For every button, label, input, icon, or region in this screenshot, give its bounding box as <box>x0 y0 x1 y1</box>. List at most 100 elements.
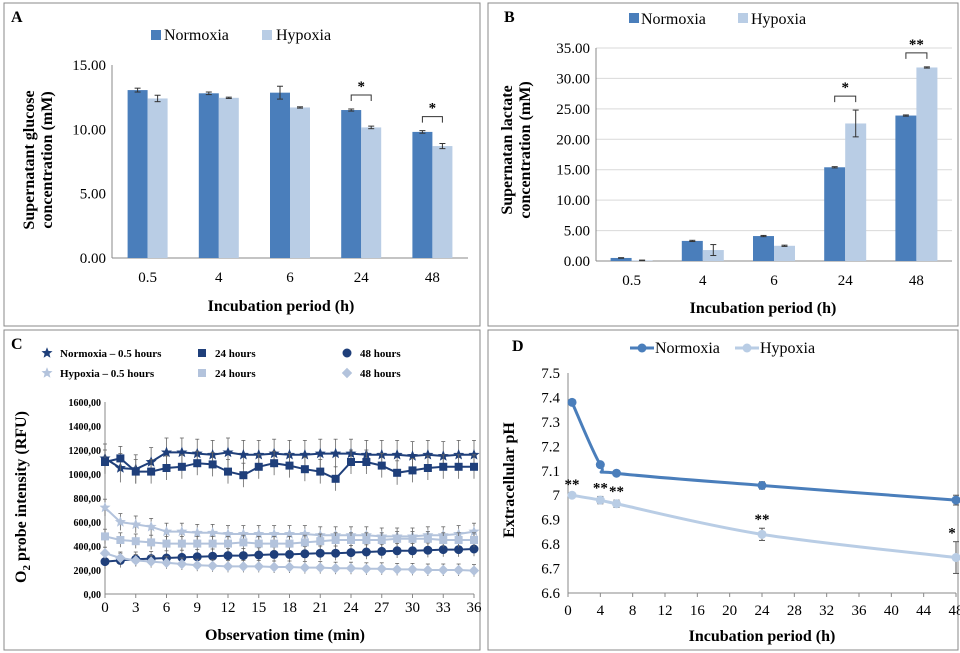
panel-c-point <box>269 549 279 559</box>
panel-c-point <box>116 454 125 463</box>
panel-c-point <box>238 551 248 561</box>
panel-c-ytick: 1000,00 <box>69 470 102 481</box>
panel-c-xtick: 0 <box>101 600 109 616</box>
panel-c-point <box>254 539 263 548</box>
panel-d-ytick: 6.7 <box>541 562 560 578</box>
panel-c-point <box>346 548 356 558</box>
panel-c-point <box>176 558 188 570</box>
panel-c-point <box>237 448 249 460</box>
panel-a-xlabel: Incubation period (h) <box>208 298 355 315</box>
panel-d-significance-label: ** <box>593 480 608 496</box>
legend-b-normoxia: Normoxia <box>641 11 706 28</box>
panel-c-ylabel: O2 probe intensity (RFU) <box>13 411 33 583</box>
panel-b-bar-normoxia <box>753 236 774 261</box>
panel-c-point <box>377 461 386 470</box>
panel-b-letter: B <box>504 9 515 26</box>
panel-d-point-normoxia <box>595 460 605 470</box>
panel-b-ytick: 30.00 <box>556 71 590 87</box>
panel-c-point <box>238 561 249 572</box>
panel-c-point <box>193 539 202 548</box>
panel-c-point <box>147 538 156 547</box>
panel-c-point <box>408 466 417 475</box>
panel-d-series-line-normoxia <box>570 401 957 502</box>
panel-c-point <box>208 551 218 561</box>
panel-d-ytick: 7.1 <box>541 464 560 480</box>
panel-b-xtick: 6 <box>770 273 778 289</box>
panel-b-ytick: 35.00 <box>556 41 590 57</box>
panel-d-xtick: 32 <box>819 603 834 619</box>
legend-a-hypoxia-swatch <box>262 30 272 40</box>
panel-a-significance-bracket <box>350 94 372 102</box>
panel-d-xtick: 0 <box>564 603 572 619</box>
panel-c-point <box>130 555 141 566</box>
panel-c-point <box>470 536 478 544</box>
panel-c-point <box>162 464 171 472</box>
panel-c-point <box>101 532 109 541</box>
panel-b-xtick: 48 <box>909 273 924 289</box>
panel-c-xtick: 30 <box>405 600 420 616</box>
panel-b-ylabel-line1: Supernatan lactate <box>499 85 516 214</box>
panel-b-ylabel-line2: concentration (mM) <box>517 81 534 218</box>
panel-d-point-hypoxia <box>595 495 605 505</box>
panel-c-point <box>145 556 157 567</box>
panel-a-bar-hypoxia <box>218 97 239 258</box>
panel-d-ytick: 6.6 <box>541 586 560 602</box>
panel-c-point <box>331 474 340 483</box>
panel-c-point <box>254 462 263 471</box>
panel-c-legend-label: 24 hours <box>215 368 256 380</box>
panel-c-legend-marker <box>198 349 206 357</box>
panel-c-point <box>115 552 126 564</box>
panel-c-point <box>316 537 325 546</box>
panel-c-point <box>454 536 463 544</box>
panel-d-xtick: 12 <box>658 603 673 619</box>
panel-d-ytick: 7.2 <box>541 439 560 455</box>
panel-a-ytick: 5.00 <box>80 187 106 203</box>
panel-c-point <box>285 549 294 559</box>
panel-d-point-hypoxia <box>612 499 621 509</box>
legend-a-hypoxia: Hypoxia <box>276 27 331 44</box>
panel-c-point <box>331 548 341 558</box>
panel-d-ytick: 7.3 <box>541 415 560 431</box>
panel-c-point <box>439 536 448 544</box>
panel-d-legend-marker <box>742 343 752 353</box>
panel-c-point <box>207 560 218 572</box>
panel-d-point-normoxia <box>757 480 767 490</box>
panel-c-point <box>208 539 217 548</box>
panel-c-point <box>468 565 480 576</box>
panel-a-bar-normoxia <box>412 131 433 258</box>
panel-b-xtick: 0.5 <box>622 273 641 289</box>
panel-a-bar-hypoxia <box>361 127 382 258</box>
panel-c-xlabel: Observation time (min) <box>205 627 365 644</box>
panel-c-point <box>362 536 371 544</box>
panel-d-frame <box>487 329 959 651</box>
panel-c-point <box>347 458 355 466</box>
panel-c-ytick: 1400,00 <box>69 422 102 433</box>
panel-c-point <box>222 446 234 458</box>
panel-d-xlabel: Incubation period (h) <box>689 628 836 645</box>
panel-c-point <box>423 464 432 472</box>
panel-a-bar-hypoxia <box>290 107 310 259</box>
panel-c-letter: C <box>11 336 23 353</box>
legend-b-normoxia-swatch <box>629 13 639 23</box>
panel-c-point <box>160 525 173 537</box>
panel-c-point <box>347 536 355 544</box>
panel-c-legend-marker <box>41 347 53 358</box>
panel-c-point <box>253 561 264 572</box>
panel-d-letter: D <box>512 338 524 355</box>
panel-c-point <box>377 546 387 556</box>
panel-c-legend-label: Hypoxia – 0.5 hours <box>60 368 155 380</box>
panel-c-point <box>270 459 279 468</box>
panel-b-significance-bracket <box>905 52 928 59</box>
panel-c-point <box>131 537 140 546</box>
panel-d-significance-label: ** <box>609 484 624 500</box>
panel-c-point <box>470 462 478 471</box>
panel-c-legend-marker <box>198 369 206 377</box>
panel-c-legend-label: 24 hours <box>215 348 256 360</box>
panel-c-point <box>453 564 464 576</box>
panel-c-point <box>391 564 403 575</box>
panel-c-xtick: 24 <box>344 600 360 616</box>
panel-c-point <box>130 518 142 530</box>
panel-c-point <box>145 520 157 532</box>
panel-c-point <box>114 516 126 527</box>
panel-c-point <box>330 562 341 574</box>
